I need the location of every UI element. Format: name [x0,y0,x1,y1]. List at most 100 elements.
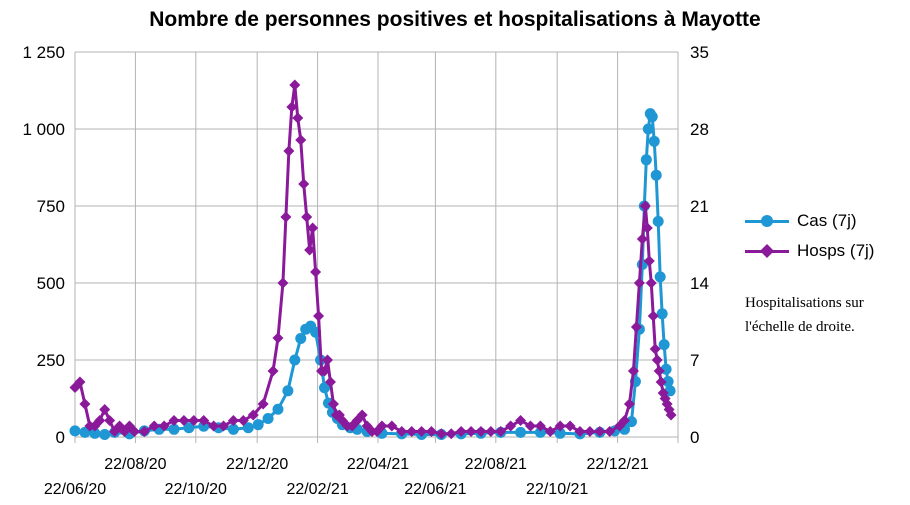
data-point [636,233,648,245]
data-point [168,415,180,426]
data-point [627,365,639,377]
data-point [642,123,654,135]
data-point [619,415,631,426]
data-point [564,420,576,432]
data-point [648,135,660,147]
data-point [272,332,284,344]
x-tick-label: 22/06/21 [404,481,466,498]
data-point [656,308,668,320]
data-point [272,403,284,415]
data-point [655,376,667,388]
data-point [286,101,298,113]
data-point [218,420,230,432]
x-tick-label: 22/12/20 [226,456,288,473]
x-tick-label: 22/02/21 [286,481,348,498]
legend-item-hosps: Hosps (7j) [745,236,874,266]
legend-label-cas: Cas (7j) [797,211,857,230]
tick-labels: 0 250 500 750 1 000 1 250 0 7 14 21 28 35 22/08/20 22… [22,43,708,498]
y-right-tick-label: 28 [690,120,709,139]
data-point [651,354,663,366]
data-point [534,426,546,438]
data-point [544,426,556,437]
y-left-tick-label: 0 [56,428,65,447]
legend-label-hosps: Hosps (7j) [797,241,875,260]
data-point [633,277,645,289]
data-point [168,423,180,435]
y-right-tick-label: 21 [690,197,709,216]
data-point [356,409,368,421]
chart-title: Nombre de personnes positives et hospita… [149,8,761,31]
data-point [515,415,527,426]
axis-note: Hospitalisations sur l'échelle de droite… [745,295,864,335]
data-point [554,427,566,439]
data-point [94,415,106,426]
data-point [574,426,586,437]
data-point [289,354,301,366]
data-point [99,404,111,415]
data-point [376,420,388,432]
data-point [653,365,665,377]
data-point [79,426,91,438]
series-hosps [69,79,677,440]
y-right-tick-label: 0 [690,428,699,447]
data-point [649,343,661,355]
y-right-tick-label: 7 [690,351,699,370]
data-point [295,134,307,146]
data-point [658,339,670,351]
data-point [242,422,254,434]
series-line [74,112,672,437]
data-point [277,277,289,289]
data-point [639,200,651,212]
y-right-tick-label: 35 [690,43,709,62]
data-point [455,426,467,437]
data-point [475,426,487,437]
y-left-tick-label: 250 [37,351,65,370]
data-point [662,376,674,388]
data-point [247,409,259,421]
data-point [485,426,497,437]
data-point [280,211,292,223]
data-point [435,428,447,440]
data-point [524,420,536,432]
data-point [99,429,111,441]
data-point [79,398,91,410]
data-point [630,321,642,333]
data-point [198,415,210,426]
y-left-tick-label: 500 [37,274,65,293]
x-tick-label: 22/06/20 [44,481,106,498]
y-left-tick-label: 1 250 [22,43,65,62]
data-point [267,365,279,377]
x-tick-label: 22/10/21 [526,481,588,498]
data-point [282,385,294,397]
legend-item-cas: Cas (7j) [745,206,874,236]
series-cas [69,108,676,441]
x-tick-label: 22/08/21 [465,456,527,473]
series-layer [69,79,677,441]
series-line [73,83,673,436]
data-point [301,211,313,223]
data-point [295,332,307,344]
data-point [227,415,239,426]
data-point [283,145,295,157]
data-point [640,154,652,166]
data-point [262,413,274,425]
data-point [445,428,457,440]
data-point [534,420,546,432]
data-point [406,426,418,437]
data-point [310,266,322,278]
data-point [104,415,116,426]
data-point [554,420,566,432]
data-point [319,382,331,394]
data-point [623,398,635,410]
data-point [257,398,269,410]
data-point [643,255,655,267]
legend: Cas (7j) Hosps (7j) [745,206,874,266]
data-point [505,420,517,432]
legend-swatch-cas [745,213,789,229]
data-point [237,415,249,426]
data-point [138,426,150,437]
data-point [319,365,331,377]
y-right-tick-label: 14 [690,274,709,293]
y-left-tick-label: 1 000 [22,120,65,139]
